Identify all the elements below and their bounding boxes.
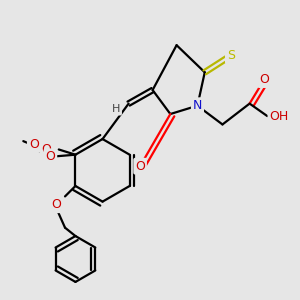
Text: O: O [46,150,56,163]
Text: O: O [29,138,39,151]
Text: S: S [227,49,235,62]
Text: O: O [259,73,269,86]
Text: H: H [112,104,120,114]
Text: O: O [41,143,51,156]
Text: OH: OH [269,110,289,123]
Text: N: N [193,99,202,112]
Text: O: O [52,198,61,211]
Text: O: O [135,160,145,173]
